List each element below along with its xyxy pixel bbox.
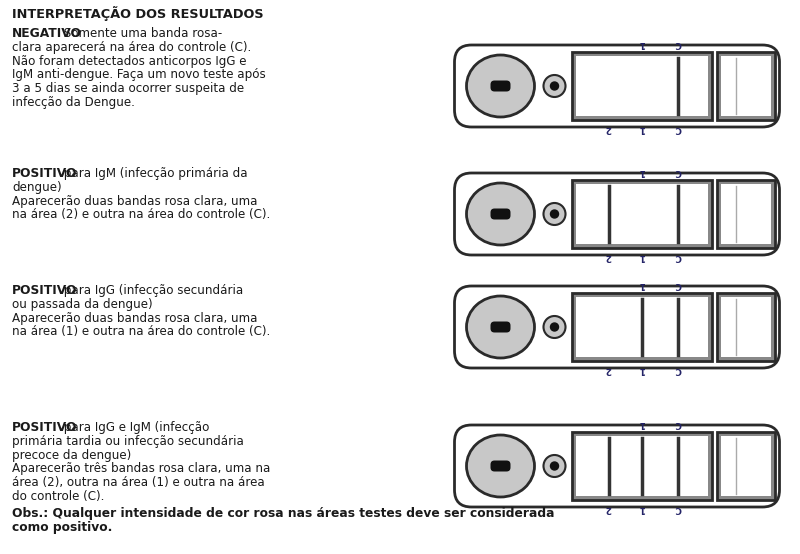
Text: 1: 1 [638, 252, 645, 261]
Bar [575, 436, 707, 496]
Text: C: C [675, 280, 682, 289]
FancyBboxPatch shape [490, 460, 510, 471]
Text: 1: 1 [638, 504, 645, 513]
Text: Aparecerão duas bandas rosa clara, uma: Aparecerão duas bandas rosa clara, uma [12, 194, 258, 208]
Text: na área (1) e outra na área do controle (C).: na área (1) e outra na área do controle … [12, 325, 270, 338]
Text: POSITIVO: POSITIVO [12, 284, 78, 297]
Bar [571, 180, 711, 248]
Bar [571, 293, 711, 361]
Text: 1: 1 [638, 280, 645, 289]
Bar [717, 52, 774, 120]
Text: área (2), outra na área (1) e outra na área: área (2), outra na área (1) e outra na á… [12, 476, 265, 489]
Ellipse shape [466, 183, 534, 245]
Bar [717, 52, 774, 120]
Text: para IgM (infecção primária da: para IgM (infecção primária da [61, 167, 248, 180]
Ellipse shape [466, 435, 534, 497]
Text: NEGATIVO: NEGATIVO [12, 27, 82, 40]
Bar [721, 297, 770, 357]
Bar [721, 184, 770, 244]
Text: Não foram detectados anticorpos IgG e: Não foram detectados anticorpos IgG e [12, 55, 246, 68]
Bar [721, 436, 770, 496]
Text: 1: 1 [638, 124, 645, 133]
Bar [717, 180, 774, 248]
Text: 1: 1 [638, 39, 645, 48]
Text: C: C [675, 504, 682, 513]
Circle shape [550, 210, 558, 218]
Text: precoce da dengue): precoce da dengue) [12, 449, 131, 461]
Text: Aparecerão três bandas rosa clara, uma na: Aparecerão três bandas rosa clara, uma n… [12, 463, 270, 475]
FancyBboxPatch shape [454, 286, 779, 368]
Text: 1: 1 [638, 167, 645, 176]
FancyBboxPatch shape [454, 425, 779, 507]
Bar [717, 293, 774, 361]
Circle shape [543, 316, 566, 338]
Bar [717, 180, 774, 248]
Circle shape [550, 462, 558, 470]
Ellipse shape [466, 55, 534, 117]
Text: para IgG e IgM (infecção: para IgG e IgM (infecção [61, 421, 210, 434]
Text: C: C [675, 167, 682, 176]
Text: POSITIVO: POSITIVO [12, 421, 78, 434]
Circle shape [543, 203, 566, 225]
Circle shape [550, 323, 558, 331]
Bar [721, 56, 770, 116]
FancyBboxPatch shape [454, 173, 779, 255]
Bar [717, 432, 774, 500]
Bar [717, 432, 774, 500]
Text: Somente uma banda rosa-: Somente uma banda rosa- [61, 27, 222, 40]
Circle shape [550, 82, 558, 90]
Bar [575, 297, 707, 357]
Text: dengue): dengue) [12, 181, 62, 194]
Bar [571, 432, 711, 500]
Text: na área (2) e outra na área do controle (C).: na área (2) e outra na área do controle … [12, 208, 270, 222]
Bar [571, 432, 711, 500]
Text: Aparecerão duas bandas rosa clara, uma: Aparecerão duas bandas rosa clara, uma [12, 311, 258, 325]
Bar [575, 184, 707, 244]
Bar [571, 52, 711, 120]
Text: 1: 1 [638, 365, 645, 374]
Text: infecção da Dengue.: infecção da Dengue. [12, 96, 135, 109]
FancyBboxPatch shape [490, 208, 510, 219]
Text: 2: 2 [606, 365, 612, 374]
Text: para IgG (infecção secundária: para IgG (infecção secundária [61, 284, 244, 297]
Bar [571, 180, 711, 248]
Bar [717, 293, 774, 361]
Text: INTERPRETAÇÃO DOS RESULTADOS: INTERPRETAÇÃO DOS RESULTADOS [12, 6, 264, 21]
Text: 2: 2 [606, 504, 612, 513]
FancyBboxPatch shape [490, 80, 510, 91]
FancyBboxPatch shape [454, 45, 779, 127]
Text: primária tardia ou infecção secundária: primária tardia ou infecção secundária [12, 435, 244, 448]
Text: C: C [675, 39, 682, 48]
Bar [571, 52, 711, 120]
Circle shape [543, 455, 566, 477]
Text: C: C [675, 365, 682, 374]
Text: C: C [675, 252, 682, 261]
Text: IgM anti-dengue. Faça um novo teste após: IgM anti-dengue. Faça um novo teste após [12, 68, 266, 81]
Circle shape [543, 75, 566, 97]
Ellipse shape [466, 296, 534, 358]
Text: C: C [675, 419, 682, 428]
Bar [571, 293, 711, 361]
Text: POSITIVO: POSITIVO [12, 167, 78, 180]
FancyBboxPatch shape [490, 321, 510, 332]
Text: Obs.: Qualquer intensidade de cor rosa nas áreas testes deve ser considerada: Obs.: Qualquer intensidade de cor rosa n… [12, 507, 554, 520]
Text: como positivo.: como positivo. [12, 521, 112, 534]
Text: ou passada da dengue): ou passada da dengue) [12, 298, 153, 311]
Text: 2: 2 [606, 252, 612, 261]
Text: 1: 1 [638, 419, 645, 428]
Text: 3 a 5 dias se ainda ocorrer suspeita de: 3 a 5 dias se ainda ocorrer suspeita de [12, 82, 244, 95]
Text: do controle (C).: do controle (C). [12, 490, 104, 503]
Text: 2: 2 [606, 124, 612, 133]
Text: C: C [675, 124, 682, 133]
Text: clara aparecerá na área do controle (C).: clara aparecerá na área do controle (C). [12, 41, 251, 54]
Bar [575, 56, 707, 116]
